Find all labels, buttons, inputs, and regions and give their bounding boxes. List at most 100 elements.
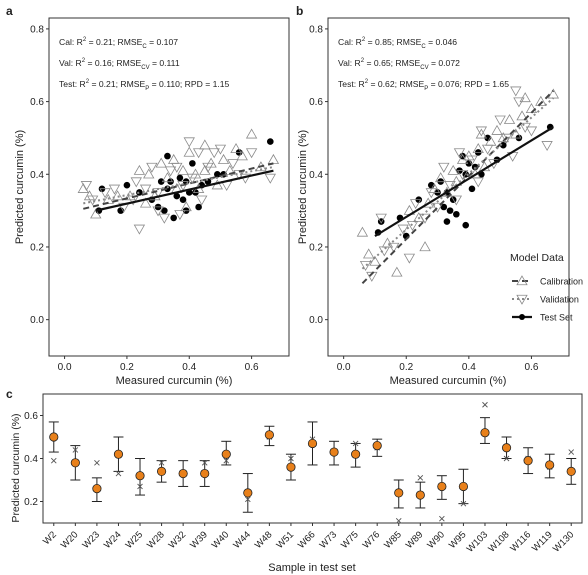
x-tick-label: W28 <box>145 529 167 551</box>
calibration-point <box>199 139 211 150</box>
measured-marker <box>417 475 424 481</box>
x-tick-label: W116 <box>508 529 533 554</box>
calibration-point <box>516 110 528 121</box>
test-point <box>214 170 221 178</box>
mean-point <box>415 490 425 500</box>
validation-point <box>481 144 494 155</box>
test-point <box>440 203 448 211</box>
x-tick-label: 0.0 <box>337 362 351 373</box>
x-tick-label: W90 <box>425 529 447 551</box>
x-tick-label: W73 <box>318 529 340 551</box>
test-point <box>195 203 202 211</box>
calibration-point <box>456 153 469 164</box>
legend-marker <box>516 275 528 286</box>
mean-point <box>351 449 361 459</box>
calibration-point <box>391 266 403 277</box>
mean-point <box>523 456 533 466</box>
test-point <box>170 214 177 222</box>
calibration-fit-line <box>83 162 274 210</box>
validation-point <box>99 188 111 199</box>
calibration-point <box>419 241 431 252</box>
stats-text: Cal: R <box>59 37 83 47</box>
calibration-fit-line <box>361 89 555 285</box>
mean-point <box>221 449 231 459</box>
y-tick-label: 0.4 <box>309 170 323 181</box>
y-tick-label: 0.6 <box>24 411 38 422</box>
stats-text: Test: R <box>59 79 86 89</box>
validation-point <box>431 202 444 213</box>
panel-c-ylabel: Predicted curcumin (%) <box>10 413 22 522</box>
stats-text: Cal: R <box>338 37 362 47</box>
panel-c-plot: 0.2 0.4 0.6 W2 W20 W23 W24 W25 W28 W32 W39 W40 W44 W4… <box>24 393 583 555</box>
calibration-point <box>447 164 459 175</box>
x-tick-label: W2 <box>41 529 59 547</box>
panel-letter-a: a <box>6 4 13 18</box>
validation-point <box>202 162 214 173</box>
mean-point <box>243 488 253 498</box>
measured-marker <box>223 457 230 464</box>
x-tick-label: W119 <box>530 529 555 554</box>
stats-text: = 0.85; RMSE <box>365 37 421 47</box>
stats-line: Cal: R2 = 0.21; RMSEC = 0.107 <box>59 37 178 50</box>
validation-point <box>177 181 189 191</box>
validation-point <box>397 224 409 235</box>
test-point <box>446 207 454 214</box>
measured-marker <box>72 447 79 453</box>
validation-point <box>192 148 205 159</box>
stats-text: Val: R <box>338 58 361 68</box>
stats-line: Test: R2 = 0.62; RMSEP = 0.076; RPD = 1.… <box>338 79 509 92</box>
validation-point <box>130 177 142 188</box>
calibration-point <box>491 124 503 135</box>
stats-text: = 0.65; RMSE <box>364 58 420 68</box>
panel-b-xlabel: Measured curcumin (%) <box>390 375 507 387</box>
test-point <box>164 185 171 193</box>
calibration-point <box>177 164 189 175</box>
validation-point <box>466 155 478 166</box>
x-tick-label: W44 <box>231 529 253 551</box>
validation-point <box>494 115 506 126</box>
x-tick-label: W32 <box>167 529 189 551</box>
stats-text: C <box>421 44 426 50</box>
calibration-point <box>161 172 174 183</box>
mean-point <box>49 432 59 442</box>
validation-point <box>366 271 378 282</box>
mean-point <box>178 468 188 479</box>
y-tick-label: 0.8 <box>30 24 44 35</box>
test-point <box>443 218 451 225</box>
measured-marker <box>288 455 294 462</box>
y-tick-label: 0.2 <box>24 497 38 508</box>
calibration-point <box>180 201 192 212</box>
measured-marker <box>158 459 165 466</box>
mean-point <box>307 438 318 449</box>
test-point <box>123 181 131 189</box>
validation-point <box>409 199 422 210</box>
mean-point <box>286 462 296 472</box>
test-point <box>136 189 143 196</box>
stats-text: 2 <box>365 79 369 85</box>
y-tick-label: 0.6 <box>309 97 323 108</box>
calibration-point <box>77 183 89 193</box>
validation-point <box>375 213 387 224</box>
calibration-point <box>217 153 230 164</box>
mean-point <box>394 488 404 498</box>
y-tick-label: 0.0 <box>309 315 323 326</box>
validation-point <box>264 173 276 184</box>
x-tick-label: W23 <box>80 529 102 551</box>
mean-point <box>372 440 382 451</box>
x-tick-label: W48 <box>253 529 275 551</box>
stats-text: 2 <box>362 37 366 43</box>
validation-point <box>174 210 186 221</box>
stats-text: P <box>424 86 428 92</box>
test-point <box>173 192 181 200</box>
x-tick-label: 0.6 <box>245 362 259 373</box>
validation-point <box>475 126 488 137</box>
y-tick-label: 0.0 <box>30 315 44 326</box>
validation-point <box>403 253 416 264</box>
measured-marker <box>395 518 402 524</box>
validation-point <box>146 162 158 173</box>
panel-letter-b: b <box>296 4 303 18</box>
x-tick-label: W51 <box>274 529 296 551</box>
calibration-point <box>510 128 522 139</box>
